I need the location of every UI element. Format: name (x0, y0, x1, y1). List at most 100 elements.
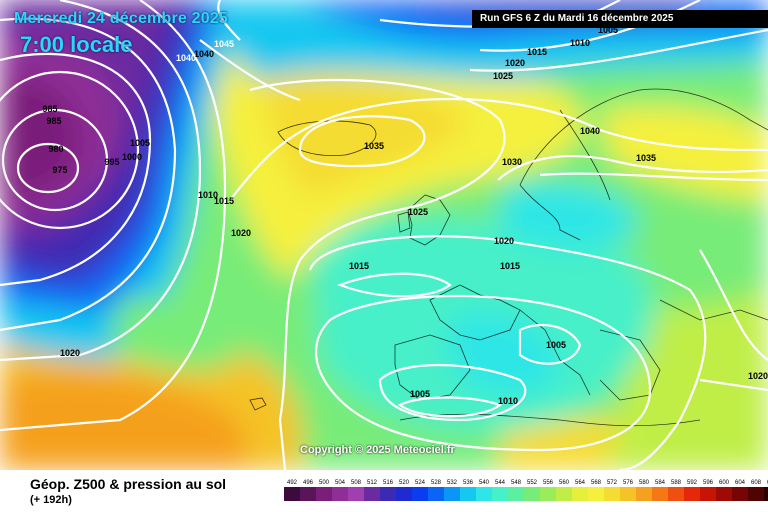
legend-swatch (316, 487, 332, 501)
legend-value: 592 (686, 480, 697, 486)
legend-step: 560 (556, 479, 572, 501)
isobar-label: 1020 (747, 371, 768, 381)
legend-step: 588 (668, 479, 684, 501)
isobar-label: 1005 (409, 389, 431, 399)
legend-swatch (284, 487, 300, 501)
legend-swatch (604, 487, 620, 501)
isobar-label: 985 (42, 104, 58, 114)
legend-swatch (492, 487, 508, 501)
legend-step: 604 (732, 479, 748, 501)
legend-value: 504 (334, 480, 345, 486)
copyright: Copyright © 2025 Meteociel.fr (300, 444, 455, 456)
isobar-label: 1045 (213, 39, 235, 49)
legend-swatch (364, 487, 380, 501)
legend-value: 528 (430, 480, 441, 486)
legend-step: 504 (332, 479, 348, 501)
legend-swatch (348, 487, 364, 501)
legend-swatch (732, 487, 748, 501)
isobar-label: 1000 (121, 152, 143, 162)
isobar-label: 1015 (526, 47, 548, 57)
legend-value: 516 (382, 480, 393, 486)
legend-swatch (460, 487, 476, 501)
legend-step: 544 (492, 479, 508, 501)
legend-swatch (396, 487, 412, 501)
legend-value: 596 (702, 480, 713, 486)
isobar-label: 1040 (193, 49, 215, 59)
legend-value: 560 (558, 480, 569, 486)
isobar-label: 985 (46, 116, 62, 126)
legend-value: 556 (542, 480, 553, 486)
legend-value: 580 (638, 480, 649, 486)
isobar-label: 1035 (363, 141, 385, 151)
legend-value: 536 (462, 480, 473, 486)
legend-value: 500 (318, 480, 329, 486)
legend-value: 568 (590, 480, 601, 486)
legend-step: 524 (412, 479, 428, 501)
legend-swatch (764, 487, 768, 501)
legend-value: 576 (622, 480, 633, 486)
legend-value: 492 (286, 480, 297, 486)
legend-step: 584 (652, 479, 668, 501)
isobar-label: 1015 (499, 261, 521, 271)
legend-step: 516 (380, 479, 396, 501)
legend-step: 520 (396, 479, 412, 501)
isobar-label: 1040 (175, 53, 197, 63)
legend-swatch (588, 487, 604, 501)
legend-swatch (636, 487, 652, 501)
isobar-label: 980 (48, 144, 64, 154)
legend-step: 564 (572, 479, 588, 501)
legend-value: 524 (414, 480, 425, 486)
isobar-label: 1010 (569, 38, 591, 48)
legend-step: 528 (428, 479, 444, 501)
forecast-hour: (+ 192h) (30, 494, 72, 506)
legend-swatch (748, 487, 764, 501)
legend-step: 612 (764, 479, 768, 501)
legend-value: 588 (670, 480, 681, 486)
isobar-label: 975 (52, 165, 68, 175)
legend-value: 540 (478, 480, 489, 486)
isobar-label: 1005 (129, 138, 151, 148)
legend-value: 604 (734, 480, 745, 486)
legend-value: 572 (606, 480, 617, 486)
legend-swatch (620, 487, 636, 501)
legend-step: 556 (540, 479, 556, 501)
legend-value: 544 (494, 480, 505, 486)
legend-value: 584 (654, 480, 665, 486)
legend-step: 580 (636, 479, 652, 501)
legend-swatch (540, 487, 556, 501)
legend-swatch (332, 487, 348, 501)
legend-value: 548 (510, 480, 521, 486)
legend-swatch (476, 487, 492, 501)
geopotential-field (0, 0, 768, 470)
legend-step: 512 (364, 479, 380, 501)
isobar-label: 1020 (493, 236, 515, 246)
legend-step: 592 (684, 479, 700, 501)
isobar-label: 1010 (497, 396, 519, 406)
legend-step: 552 (524, 479, 540, 501)
color-scale-legend: 492 496 500 504 508 512 516 520 524 528 532 536 540 5… (284, 479, 768, 501)
legend-value: 552 (526, 480, 537, 486)
legend-step: 568 (588, 479, 604, 501)
legend-swatch (428, 487, 444, 501)
legend-swatch (684, 487, 700, 501)
run-info: Run GFS 6 Z du Mardi 16 décembre 2025 (472, 10, 768, 28)
legend-step: 536 (460, 479, 476, 501)
legend-swatch (444, 487, 460, 501)
isobar-label: 1040 (579, 126, 601, 136)
legend-value: 520 (398, 480, 409, 486)
legend-swatch (412, 487, 428, 501)
legend-step: 540 (476, 479, 492, 501)
legend-swatch (700, 487, 716, 501)
legend-step: 492 (284, 479, 300, 501)
legend-step: 500 (316, 479, 332, 501)
legend-value: 564 (574, 480, 585, 486)
legend-value: 600 (718, 480, 729, 486)
legend-step: 608 (748, 479, 764, 501)
isobar-label: 1010 (197, 190, 219, 200)
legend-step: 548 (508, 479, 524, 501)
isobar-label: 1020 (230, 228, 252, 238)
valid-time: 7:00 locale (20, 32, 133, 57)
isobar-label: 995 (104, 157, 120, 167)
isobar-label: 1005 (597, 25, 619, 35)
legend-step: 532 (444, 479, 460, 501)
